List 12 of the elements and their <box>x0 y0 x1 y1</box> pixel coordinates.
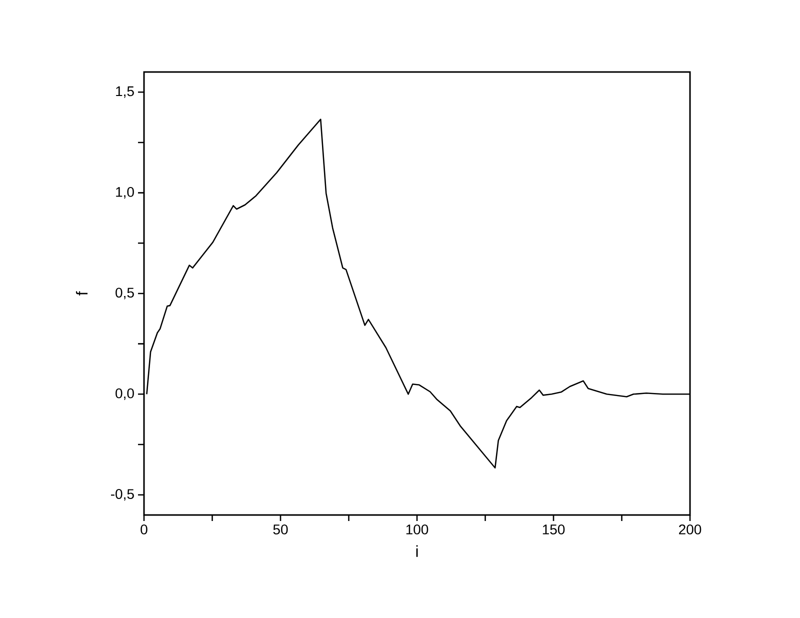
x-tick-label: 0 <box>140 524 148 534</box>
y-tick-label: 1,5 <box>116 86 134 98</box>
y-tick-label: 0,5 <box>116 288 134 300</box>
x-tick-label: 200 <box>679 524 702 534</box>
y-tick-label: 1,0 <box>116 187 134 199</box>
y-axis-title: f <box>76 291 88 296</box>
x-axis-title: i <box>416 545 418 557</box>
x-tick-label: 50 <box>273 524 288 534</box>
y-tick-label: 0,0 <box>116 388 134 400</box>
x-tick-label: 100 <box>406 524 428 534</box>
y-tick-label: -0,5 <box>110 489 134 501</box>
x-tick-label: 150 <box>542 524 565 534</box>
